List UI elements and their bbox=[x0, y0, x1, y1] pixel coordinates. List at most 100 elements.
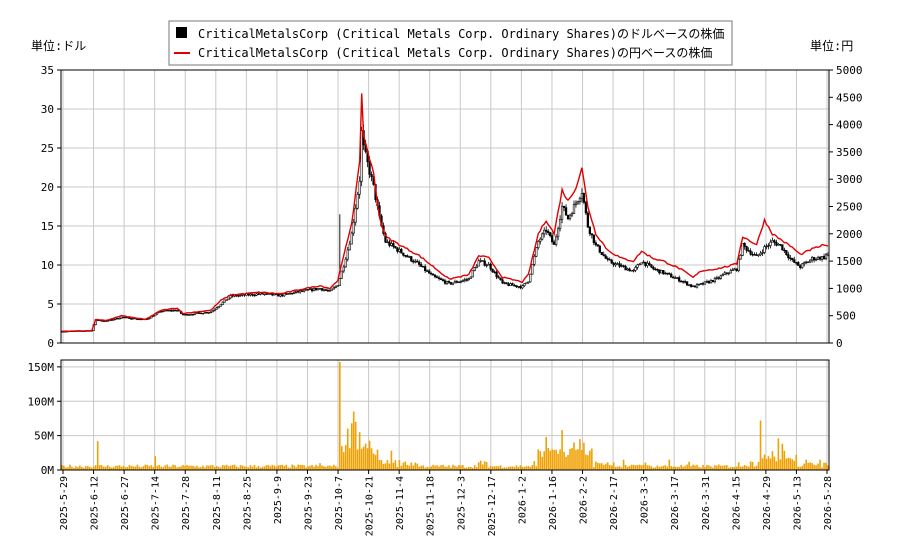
volume-bar bbox=[79, 465, 81, 470]
volume-bar bbox=[741, 466, 744, 470]
usd-candle-body bbox=[249, 293, 252, 296]
usd-candle-body bbox=[761, 252, 764, 254]
usd-candle-body bbox=[697, 283, 701, 286]
volume-bar bbox=[587, 455, 589, 470]
usd-candle-body bbox=[682, 281, 685, 283]
usd-candle-body bbox=[588, 226, 592, 234]
volume-bar bbox=[424, 467, 426, 470]
usd-candle-body bbox=[763, 246, 766, 253]
volume-bar bbox=[215, 466, 218, 470]
usd-candle-body bbox=[118, 317, 121, 320]
volume-bar bbox=[394, 460, 397, 470]
volume-bar bbox=[696, 464, 698, 470]
volume-bar bbox=[509, 466, 512, 470]
volume-bar bbox=[785, 458, 788, 470]
volume-bar bbox=[146, 464, 149, 470]
usd-candle-body bbox=[493, 271, 496, 273]
right-tick-label: 2000 bbox=[836, 228, 863, 241]
volume-bar bbox=[503, 467, 506, 470]
volume-bar bbox=[229, 465, 232, 470]
usd-candle-body bbox=[693, 285, 697, 288]
usd-candle-body bbox=[392, 243, 395, 247]
price-plot-frame bbox=[60, 69, 830, 344]
volume-bar bbox=[259, 467, 262, 470]
volume-bar bbox=[499, 465, 502, 470]
usd-candle-body bbox=[713, 278, 717, 283]
usd-candle-body bbox=[689, 284, 693, 287]
usd-candle-body bbox=[745, 246, 748, 251]
volume-bar bbox=[265, 465, 268, 470]
volume-bar bbox=[69, 464, 71, 470]
volume-bar bbox=[134, 466, 137, 470]
usd-candle-body bbox=[568, 214, 572, 220]
usd-candle-body bbox=[171, 309, 175, 312]
volume-bar bbox=[366, 448, 369, 470]
volume-bar bbox=[781, 443, 784, 470]
usd-candle-body bbox=[420, 264, 423, 267]
x-axis-ticks: 2025-5-29 2025-6-12 2025-6-27 2025-7-14 2025… bbox=[59, 470, 834, 536]
volume-bar bbox=[130, 465, 133, 470]
usd-candle-body bbox=[602, 254, 605, 257]
volume-bar bbox=[170, 466, 172, 470]
usd-candle-body bbox=[316, 288, 320, 291]
volume-bar bbox=[644, 462, 647, 470]
volume-bar bbox=[485, 462, 488, 470]
usd-candle-body bbox=[209, 311, 212, 314]
volume-bar bbox=[432, 464, 434, 470]
x-tick-label: 2025-12-17 bbox=[487, 476, 498, 536]
right-tick-label: 0 bbox=[836, 337, 843, 350]
usd-candle-body bbox=[592, 234, 595, 244]
volume-bar bbox=[227, 466, 230, 470]
volume-bar bbox=[513, 467, 516, 470]
volume-bar bbox=[710, 466, 712, 470]
usd-candle-body bbox=[485, 264, 488, 267]
volume-bar bbox=[466, 467, 468, 470]
usd-candle-body bbox=[237, 295, 240, 297]
usd-candle-body bbox=[404, 255, 407, 257]
volume-bar bbox=[650, 466, 653, 470]
usd-candle-body bbox=[328, 290, 332, 292]
usd-candle-body bbox=[332, 287, 336, 290]
volume-bar bbox=[471, 467, 474, 470]
volume-bar bbox=[196, 465, 198, 470]
volume-bar bbox=[827, 465, 829, 470]
usd-candle-body bbox=[122, 316, 125, 319]
usd-candle-body bbox=[302, 289, 306, 292]
volume-bar bbox=[219, 467, 222, 470]
volume-bar bbox=[761, 458, 764, 470]
volume-bar bbox=[479, 460, 482, 470]
volume-tick-label: 150M bbox=[28, 361, 55, 374]
volume-bar bbox=[523, 466, 526, 470]
usd-candle-body bbox=[187, 314, 191, 316]
volume-bar bbox=[138, 466, 141, 470]
usd-candle-body bbox=[519, 286, 522, 289]
usd-candle-body bbox=[475, 265, 478, 268]
usd-candle-body bbox=[406, 255, 409, 258]
usd-candle-body bbox=[120, 316, 123, 319]
usd-candle-body bbox=[501, 279, 504, 284]
left-tick-label: 10 bbox=[41, 259, 54, 272]
usd-candle-body bbox=[525, 282, 528, 285]
volume-bar bbox=[192, 465, 194, 470]
volume-bar bbox=[446, 466, 448, 470]
volume-bar bbox=[108, 466, 111, 470]
volume-axis-ticks: 0M 50M 100M 150M bbox=[28, 361, 61, 477]
usd-candle-body bbox=[775, 242, 778, 246]
volume-bar bbox=[660, 466, 663, 470]
usd-candle-body bbox=[803, 262, 806, 265]
volume-bar bbox=[507, 466, 510, 470]
usd-candle-body bbox=[293, 292, 296, 295]
usd-candle-body bbox=[580, 192, 584, 199]
usd-candle-body bbox=[320, 288, 324, 291]
usd-candle-body bbox=[757, 254, 760, 256]
usd-candle-body bbox=[598, 245, 601, 253]
volume-bar bbox=[491, 466, 494, 470]
volume-bar bbox=[299, 464, 301, 470]
usd-candle-body bbox=[388, 241, 391, 246]
usd-candle-body bbox=[350, 232, 353, 245]
volume-bar bbox=[118, 465, 121, 470]
x-tick-label: 2025-7-28 bbox=[181, 476, 192, 530]
volume-bar bbox=[475, 467, 478, 470]
volume-bar bbox=[505, 467, 508, 470]
